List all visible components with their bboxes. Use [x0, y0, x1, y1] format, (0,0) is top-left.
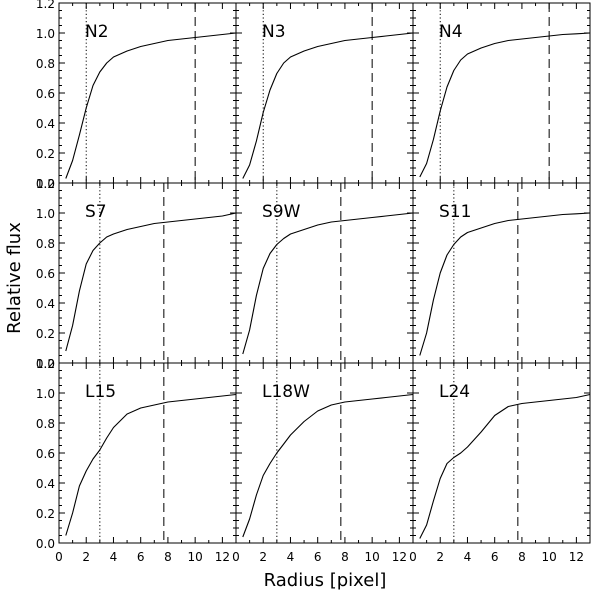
x-tick-label: 12: [392, 550, 407, 564]
x-tick-label: 12: [215, 550, 230, 564]
x-tick-label: 0: [409, 550, 417, 564]
x-tick-label: 8: [164, 550, 172, 564]
panel-n3: N3: [235, 2, 414, 184]
panel-label: L18W: [262, 382, 310, 402]
panel-s11: S11: [412, 182, 591, 364]
y-tick-label: 1.2: [36, 177, 55, 191]
x-tick-label: 6: [491, 550, 499, 564]
y-tick-label: 1.2: [36, 0, 55, 11]
flux-curve: [65, 393, 237, 536]
panel-l18w: 0 2 4 6 8 10 12 L18W: [232, 362, 414, 564]
y-tick-label: 0.2: [36, 147, 55, 161]
x-tick-label: 0: [55, 550, 63, 564]
y-tick-label: 0.6: [36, 447, 55, 461]
y-tick-label: 0.4: [36, 477, 55, 491]
x-tick-label: 2: [259, 550, 267, 564]
panel-label: S7: [85, 202, 107, 222]
x-tick-label: 0: [232, 550, 240, 564]
panel-label: L24: [439, 382, 470, 402]
panel-label: S11: [439, 202, 471, 222]
y-tick-label: 0.0: [36, 177, 55, 191]
y-tick-label: 0.8: [36, 237, 55, 251]
x-tick-label: 10: [365, 550, 380, 564]
x-tick-label: 8: [341, 550, 349, 564]
y-tick-label: 0.6: [36, 87, 55, 101]
panel-grid: 0.00.20.40.60.81.01.2N2 N3 N40.00.20.40.60…: [36, 0, 591, 564]
panel-label: N4: [439, 22, 463, 42]
flux-curve: [242, 212, 414, 355]
panel-n2: 0.0 0.2 0.4 0.6 0.8 1.0 1.2 N2: [36, 0, 237, 191]
y-tick-label: 0.8: [36, 57, 55, 71]
y-tick-label: 1.0: [36, 387, 55, 401]
panel-s7: 0.0 0.2 0.4 0.6 0.8 1.0 1.2 S7: [36, 177, 237, 371]
panel-label: N3: [262, 22, 286, 42]
y-tick-label: 0.2: [36, 507, 55, 521]
x-tick-label: 2: [82, 550, 90, 564]
y-tick-label: 1.0: [36, 27, 55, 41]
flux-curve: [242, 32, 414, 179]
y-tick-label: 0.4: [36, 117, 55, 131]
panel-label: L15: [85, 382, 116, 402]
x-tick-label: 8: [518, 550, 526, 564]
y-tick-label: 1.0: [36, 207, 55, 221]
y-tick-label: 0.4: [36, 297, 55, 311]
x-axis-label: Radius [pixel]: [264, 570, 387, 591]
panel-label: N2: [85, 22, 109, 42]
panel-l15: 0.0 0.2 0.4 0.6 0.8 1.0 1.2 0 2 4 6 8 10 12 L15: [36, 357, 237, 564]
y-tick-label: 0.0: [36, 537, 55, 551]
y-tick-label: 0.6: [36, 267, 55, 281]
flux-curve: [419, 212, 591, 356]
y-tick-label: 0.0: [36, 357, 55, 371]
panel-label: S9W: [262, 202, 301, 222]
y-tick-label: 1.2: [36, 357, 55, 371]
flux-curve: [419, 32, 591, 178]
y-axis-label: Relative flux: [4, 222, 25, 334]
x-tick-label: 4: [287, 550, 295, 564]
x-tick-label: 10: [542, 550, 557, 564]
flux-curve: [65, 212, 237, 352]
x-tick-label: 4: [464, 550, 472, 564]
y-tick-label: 0.8: [36, 417, 55, 431]
x-tick-label: 12: [569, 550, 584, 564]
flux-curve: [242, 393, 414, 538]
panel-s9w: S9W: [235, 182, 414, 364]
panel-l24: 0 2 4 6 8 10 12 L24: [409, 362, 591, 564]
x-tick-label: 10: [188, 550, 203, 564]
x-tick-label: 6: [137, 550, 145, 564]
x-tick-label: 2: [436, 550, 444, 564]
panel-n4: N4: [412, 2, 591, 184]
x-tick-label: 6: [314, 550, 322, 564]
y-tick-label: 0.2: [36, 327, 55, 341]
flux-curve: [419, 393, 591, 539]
x-tick-label: 4: [110, 550, 118, 564]
flux-curve: [65, 32, 237, 179]
